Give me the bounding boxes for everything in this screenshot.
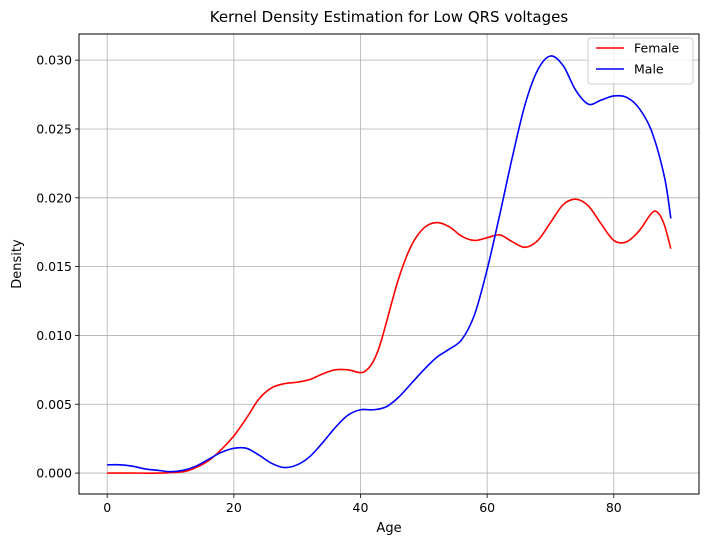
x-tick-label: 60 bbox=[479, 500, 495, 515]
series-layer bbox=[107, 55, 672, 474]
y-tick-label: 0.000 bbox=[36, 466, 72, 481]
chart-title: Kernel Density Estimation for Low QRS vo… bbox=[210, 8, 569, 26]
male-density-line bbox=[107, 55, 672, 473]
x-tick-label: 20 bbox=[226, 500, 242, 515]
legend-box bbox=[587, 37, 694, 85]
female-density-line bbox=[107, 198, 672, 474]
legend: Female Male bbox=[587, 37, 694, 85]
y-tick-label: 0.030 bbox=[36, 53, 72, 68]
legend-label-female: Female bbox=[634, 41, 680, 56]
y-axis-label: Density bbox=[10, 239, 25, 289]
y-axis-ticks: 0.000 0.005 0.010 0.015 0.020 0.025 0.030 bbox=[36, 53, 79, 481]
grid bbox=[79, 34, 699, 494]
y-tick-label: 0.020 bbox=[36, 190, 72, 205]
x-axis-label: Age bbox=[376, 521, 401, 536]
x-tick-label: 40 bbox=[353, 500, 369, 515]
x-tick-label: 80 bbox=[606, 500, 622, 515]
y-tick-label: 0.005 bbox=[36, 397, 72, 412]
x-tick-label: 0 bbox=[103, 500, 111, 515]
legend-label-male: Male bbox=[634, 62, 664, 77]
x-axis-ticks: 0 20 40 60 80 bbox=[103, 494, 622, 515]
plot-frame bbox=[78, 33, 700, 495]
y-tick-label: 0.025 bbox=[36, 121, 72, 136]
y-tick-label: 0.010 bbox=[36, 328, 72, 343]
y-tick-label: 0.015 bbox=[36, 259, 72, 274]
